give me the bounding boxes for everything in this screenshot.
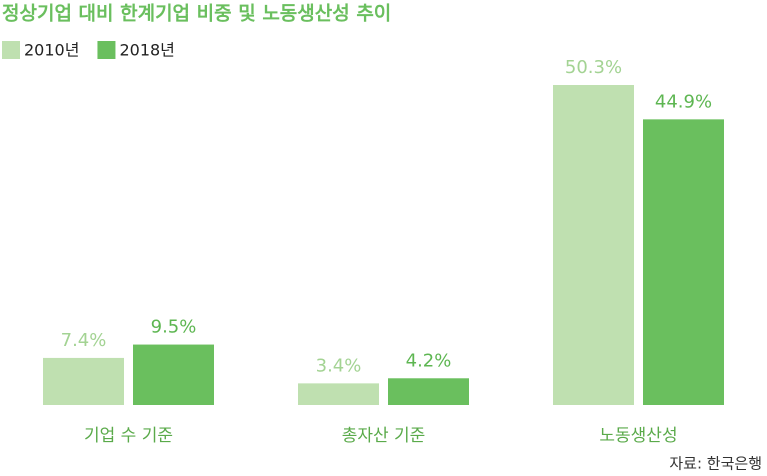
x-tick-label: 총자산 기준 — [342, 426, 426, 446]
legend-swatch — [2, 41, 20, 59]
legend-swatch — [97, 41, 116, 59]
bar — [298, 383, 379, 405]
value-label: 3.4% — [316, 355, 362, 376]
source-note: 자료: 한국은행 — [669, 455, 762, 473]
bar — [133, 344, 214, 405]
value-label: 50.3% — [565, 57, 622, 78]
value-label: 4.2% — [406, 350, 452, 371]
value-label: 9.5% — [151, 317, 197, 338]
value-label: 44.9% — [655, 91, 712, 112]
bar — [553, 85, 634, 405]
x-tick-label: 노동생산성 — [599, 426, 677, 446]
bar — [643, 119, 724, 405]
bar — [43, 357, 124, 405]
legend-label: 2010년 — [24, 41, 79, 60]
x-tick-label: 기업 수 기준 — [84, 426, 173, 446]
legend-label: 2018년 — [119, 41, 174, 60]
bar — [388, 378, 469, 405]
chart-title: 정상기업 대비 한계기업 비중 및 노동생산성 추이 — [2, 3, 391, 25]
value-label: 7.4% — [61, 330, 107, 351]
